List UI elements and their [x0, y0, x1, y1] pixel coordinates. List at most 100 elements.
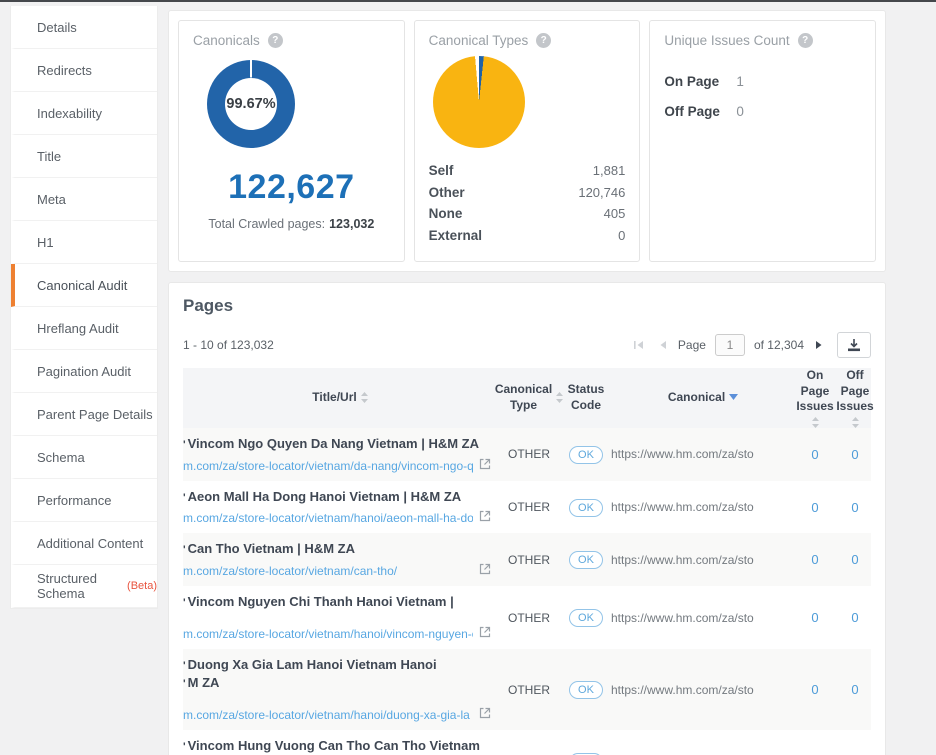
canonical-type-cell: OTHER — [508, 500, 550, 515]
sidebar-item-label: Performance — [37, 492, 112, 508]
external-link-icon[interactable] — [479, 457, 491, 475]
sidebar-item[interactable]: Additional Content — [11, 522, 157, 565]
page-url-link[interactable]: m.com/za/store-locator/vietnam/da-nang/v… — [183, 458, 473, 473]
legend-label: Other — [428, 184, 465, 200]
column-header-label: Canonical Type — [494, 382, 553, 412]
sort-icon[interactable] — [556, 392, 564, 404]
donut-percent-label: 99.67% — [226, 96, 276, 112]
status-code-badge: OK — [569, 498, 603, 517]
page-title-link[interactable]: ' Vincom Ngo Quyen Da Nang Vietnam | H&M … — [183, 435, 497, 453]
legend-value: 0 — [618, 227, 626, 243]
sidebar-item-label: Canonical Audit — [37, 277, 128, 293]
title-url-cell: ' Duong Xa Gia Lam Hanoi Vietnam Hanoi ' M… — [183, 649, 497, 730]
download-button[interactable] — [837, 332, 871, 358]
sidebar-item[interactable]: Schema — [11, 436, 157, 479]
canonicals-donut-chart: 99.67% — [207, 60, 295, 148]
page-title-link[interactable]: ' Aeon Mall Ha Dong Hanoi Vietnam | H&M Z… — [183, 488, 497, 506]
sort-icon[interactable] — [851, 416, 859, 428]
column-header-label: On Page Issues — [796, 368, 834, 414]
result-range-text: 1 - 10 of 123,032 — [183, 338, 274, 352]
on-page-issues-link[interactable]: 0 — [811, 552, 819, 568]
external-link-icon[interactable] — [479, 562, 491, 580]
on-page-issues-link[interactable]: 0 — [811, 446, 819, 462]
column-header-canonical[interactable]: Canonical — [611, 390, 795, 406]
column-header-off[interactable]: Off Page Issues — [835, 368, 875, 428]
off-page-issues-link[interactable]: 0 — [851, 499, 859, 515]
sort-icon[interactable] — [360, 392, 368, 404]
column-header-type[interactable]: Canonical Type — [494, 382, 564, 413]
unique-issues-card-title: Unique Issues Count — [664, 33, 790, 48]
page-title-link[interactable]: ' Can Tho Vietnam | H&M ZA — [183, 540, 497, 558]
sidebar-item-label: Structured Schema — [37, 571, 97, 601]
canonical-url-cell: https://www.hm.com/za/sto — [611, 447, 754, 462]
title-url-cell: ' Vincom Nguyen Chi Thanh Hanoi Vietnam |… — [183, 586, 497, 649]
clipped-text-mark: ' — [183, 544, 186, 557]
page-url-link[interactable]: m.com/za/store-locator/vietnam/hanoi/duo… — [183, 708, 470, 722]
on-page-issues-link[interactable]: 0 — [811, 499, 819, 515]
sidebar-item-label: Hreflang Audit — [37, 320, 119, 336]
status-code-badge: OK — [569, 445, 603, 464]
sidebar-item[interactable]: Indexability — [11, 92, 157, 135]
sidebar-item-label: Parent Page Details — [37, 406, 153, 422]
column-header-title[interactable]: Title/Url — [183, 390, 497, 406]
sidebar-item-label: Redirects — [37, 62, 92, 78]
canonical-type-cell: OTHER — [508, 552, 550, 567]
sidebar-item[interactable]: Performance — [11, 479, 157, 522]
sort-desc-icon[interactable] — [729, 394, 739, 401]
download-icon — [848, 338, 860, 351]
sidebar-item[interactable]: Details — [11, 6, 157, 49]
page-number-input[interactable] — [714, 334, 745, 356]
legend-value: 120,746 — [578, 184, 626, 200]
page-title-line2[interactable]: ' M ZA — [183, 674, 497, 692]
legend-row: Other 120,746 — [429, 182, 626, 204]
previous-page-button[interactable] — [656, 338, 669, 352]
page-title-text: Vincom Hung Vuong Can Tho Can Tho Vietna… — [187, 738, 480, 754]
external-link-icon[interactable] — [479, 706, 491, 724]
sidebar-item[interactable]: Pagination Audit — [11, 350, 157, 393]
page-url-link[interactable]: m.com/za/store-locator/vietnam/can-tho/ — [183, 564, 398, 579]
off-page-issues-link[interactable]: 0 — [851, 610, 859, 626]
off-page-issues-link[interactable]: 0 — [851, 552, 859, 568]
help-icon[interactable]: ? — [536, 33, 552, 48]
external-link-icon[interactable] — [479, 509, 491, 527]
page-url-link[interactable]: m.com/za/store-locator/vietnam/hanoi/aeo… — [183, 511, 473, 526]
on-page-issues-link[interactable]: 0 — [811, 610, 819, 626]
page-title-link[interactable]: ' Vincom Hung Vuong Can Tho Can Tho Vietn… — [183, 737, 497, 755]
sort-icon[interactable] — [811, 416, 819, 428]
page-url-link[interactable]: m.com/za/store-locator/vietnam/hanoi/vin… — [183, 627, 473, 642]
help-icon[interactable]: ? — [267, 33, 283, 48]
sidebar-item[interactable]: Hreflang Audit — [11, 307, 157, 350]
sidebar-item[interactable]: Parent Page Details — [11, 393, 157, 436]
sidebar-item[interactable]: Meta — [11, 178, 157, 221]
off-page-issues-link[interactable]: 0 — [851, 446, 859, 462]
clipped-text-mark: ' — [183, 438, 186, 451]
table-header-row: Title/Url Canonical Type Status Code Canoni… — [183, 368, 874, 428]
sidebar-item[interactable]: Redirects — [11, 49, 157, 92]
sidebar-item[interactable]: Title — [11, 135, 157, 178]
legend-row: None 405 — [429, 203, 626, 225]
legend-label: Self — [428, 163, 454, 179]
off-page-issues-link[interactable]: 0 — [851, 682, 859, 698]
canonical-url-cell: https://www.hm.com/za/sto — [611, 682, 754, 697]
issue-count-row: Off Page 0 — [664, 104, 861, 119]
page-title-link[interactable]: ' Vincom Nguyen Chi Thanh Hanoi Vietnam | — [183, 593, 497, 611]
sidebar-item[interactable]: H1 — [11, 221, 157, 264]
status-code-badge: OK — [569, 609, 603, 628]
external-link-icon[interactable] — [479, 625, 491, 643]
sidebar-item[interactable]: Structured Schema (Beta) — [11, 565, 157, 608]
canonicals-card: Canonicals ? 99.67% 122,627 Total Crawle… — [178, 20, 405, 262]
next-page-button[interactable] — [813, 338, 826, 352]
unique-issues-card: Unique Issues Count ? On Page 1 Off Page… — [649, 20, 877, 262]
help-icon[interactable]: ? — [797, 33, 813, 48]
clipped-text-mark: ' — [183, 678, 186, 691]
sidebar-item-label: Title — [37, 148, 62, 164]
column-header-status: Status Code — [561, 382, 611, 413]
first-page-button[interactable] — [631, 338, 647, 352]
issue-count-row: On Page 1 — [664, 74, 861, 89]
sidebar-item[interactable]: Canonical Audit — [11, 264, 157, 307]
on-page-issues-link[interactable]: 0 — [811, 682, 819, 698]
column-header-on[interactable]: On Page Issues — [795, 368, 835, 428]
status-code-cell: OK — [561, 498, 611, 517]
legend-label: External — [428, 227, 482, 243]
page-title-link[interactable]: ' Duong Xa Gia Lam Hanoi Vietnam Hanoi — [183, 656, 497, 674]
